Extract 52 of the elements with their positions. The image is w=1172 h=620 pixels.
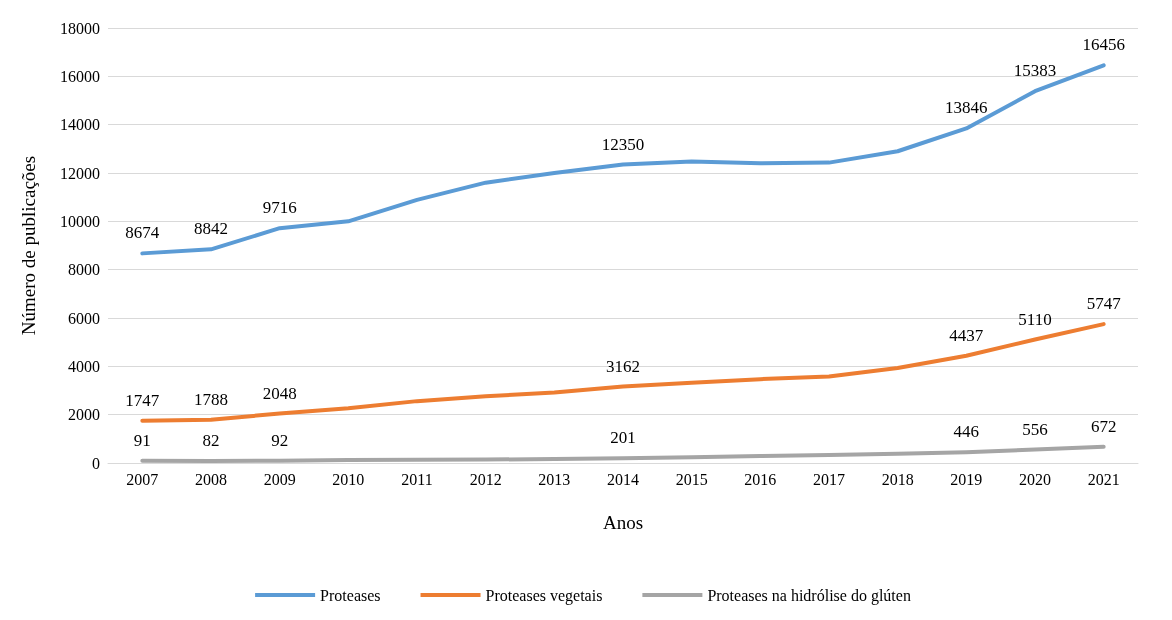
data-label: 12350 [601,134,645,154]
data-label: 8674 [125,223,160,243]
data-label: 16456 [1082,35,1125,55]
y-tick-label: 14000 [60,116,100,134]
legend-label: Proteases na hidrólise do glúten [707,586,911,605]
data-label: 82 [202,431,220,451]
x-tick-label: 2020 [1019,470,1051,488]
y-tick-label: 16000 [60,67,100,85]
data-label: 91 [133,430,151,450]
x-tick-label: 2012 [469,470,502,488]
y-tick-label: 10000 [60,212,100,230]
x-tick-label: 2016 [744,470,777,488]
x-tick-label: 2015 [675,470,708,488]
data-label: 556 [1022,419,1048,439]
x-tick-label: 2008 [195,470,227,488]
data-label: 1788 [194,389,228,409]
y-tick-label: 0 [92,454,100,472]
y-axis-title: Número de publicações [18,155,39,336]
y-tick-label: 4000 [68,357,100,375]
y-tick-label: 18000 [60,19,100,37]
x-tick-label: 2019 [950,470,983,488]
data-label: 5747 [1086,294,1122,314]
line-series [140,444,1106,464]
x-tick-label: 2021 [1087,470,1120,488]
legend-label: Proteases [320,586,381,604]
x-tick-label: 2014 [607,470,639,488]
data-label: 13846 [945,98,988,118]
x-tick-label: 2013 [538,470,571,488]
legend-label: Proteases vegetais [485,586,603,605]
data-label: 9716 [262,198,297,218]
data-label: 1747 [125,390,160,410]
x-tick-label: 2011 [401,470,433,488]
data-label: 15383 [1013,61,1057,81]
data-label: 92 [271,430,289,450]
data-label: 4437 [949,325,984,345]
x-axis-title: Anos [602,512,644,533]
data-label: 672 [1090,416,1117,436]
data-label: 3162 [606,356,640,376]
y-tick-label: 2000 [68,406,100,424]
data-label: 201 [610,428,636,448]
y-tick-label: 8000 [68,261,100,279]
data-label: 5110 [1018,309,1052,329]
x-tick-label: 2018 [881,470,914,488]
x-tick-label: 2017 [813,470,845,488]
x-tick-label: 2007 [126,470,159,488]
data-label: 8842 [194,219,228,239]
x-tick-label: 2010 [332,470,365,488]
y-tick-label: 12000 [60,164,100,182]
y-tick-label: 6000 [68,309,100,327]
data-label: 2048 [262,383,297,403]
data-label: 446 [953,422,980,442]
x-tick-label: 2009 [263,470,296,488]
